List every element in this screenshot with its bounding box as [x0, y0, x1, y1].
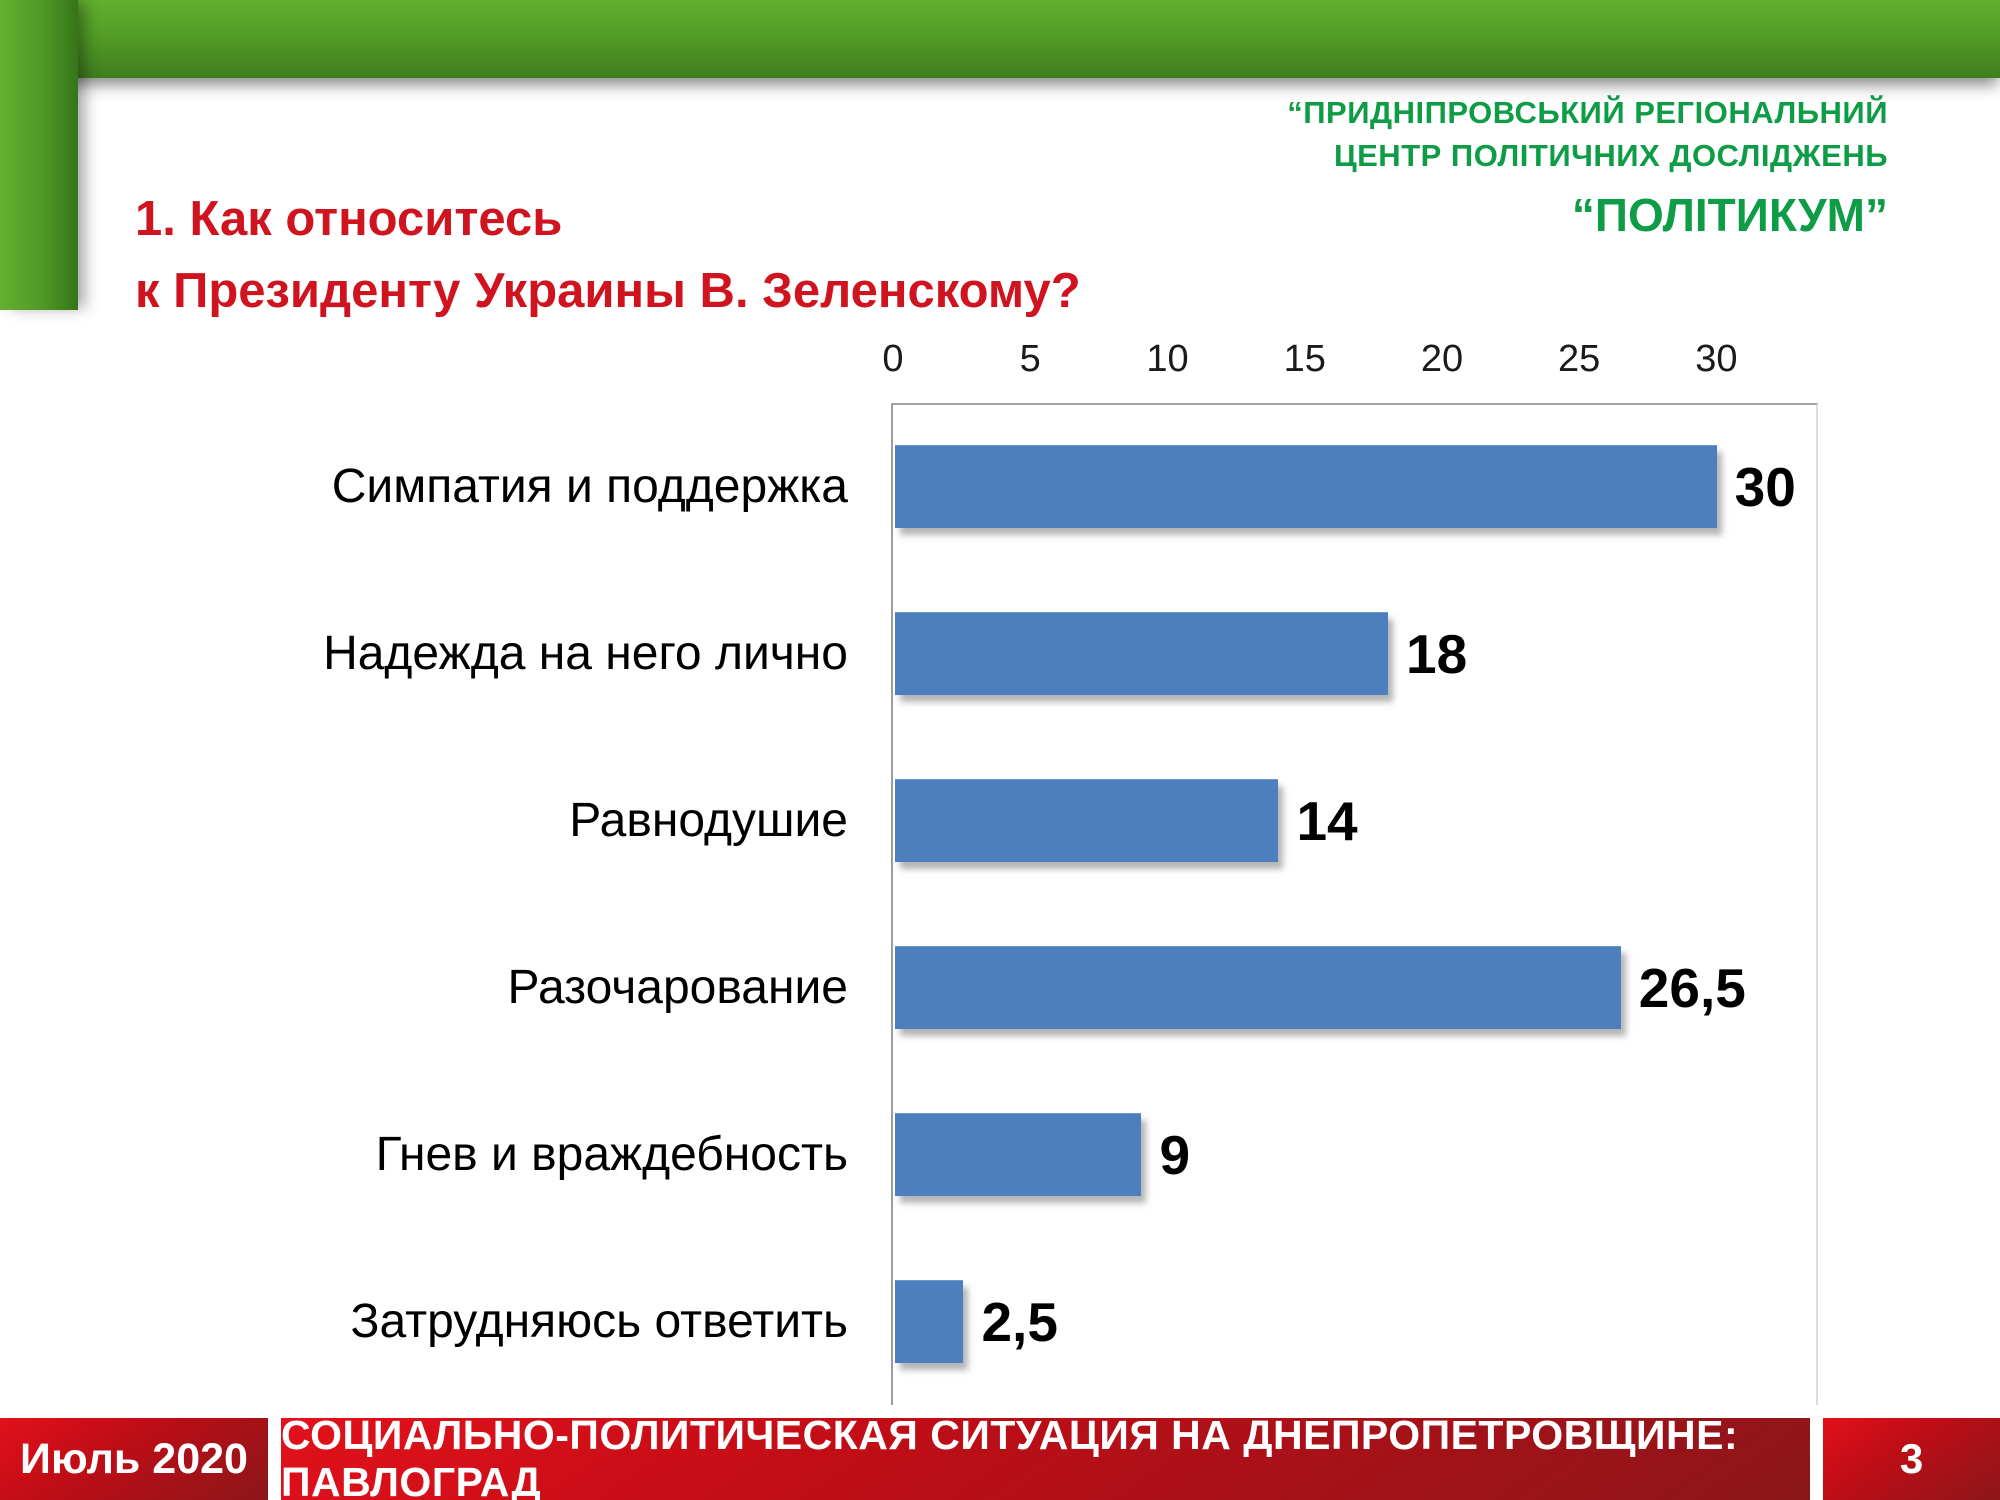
organization-line-2: ЦЕНТР ПОЛІТИЧНИХ ДОСЛІДЖЕНЬ	[1333, 137, 1888, 173]
footer-separator	[1810, 1418, 1823, 1500]
organization-header: “ПРИДНІПРОВСЬКИЙ РЕГІОНАЛЬНИЙ ЦЕНТР ПОЛІ…	[1287, 92, 1888, 247]
x-tick-label: 25	[1558, 338, 1601, 380]
bar-row: 26,5	[895, 904, 1818, 1071]
footer-date: Июль 2020	[0, 1418, 268, 1500]
organization-line-1: “ПРИДНІПРОВСЬКИЙ РЕГІОНАЛЬНИЙ	[1287, 95, 1888, 130]
bar-row: 14	[895, 737, 1818, 904]
plot-area	[893, 403, 1818, 1405]
footer-title: СОЦИАЛЬНО-ПОЛИТИЧЕСКАЯ СИТУАЦИЯ НА ДНЕПР…	[281, 1412, 1810, 1500]
bar	[895, 612, 1388, 695]
slide-title-line-1: 1. Как относитесь	[135, 192, 563, 246]
bar	[895, 946, 1621, 1029]
bar-row: 30	[895, 403, 1818, 570]
category-label: Равнодушие	[569, 794, 848, 847]
x-tick-label: 10	[1146, 338, 1189, 380]
x-axis-tick-labels: 0 5 10 15 20 25 30	[882, 338, 1818, 394]
x-tick-label: 30	[1695, 338, 1738, 380]
slide-title: 1. Как относитесь к Президенту Украины В…	[135, 183, 1081, 327]
page-number: 3	[1823, 1418, 2000, 1500]
bar-row: 2,5	[895, 1238, 1818, 1405]
bar-series: 30 18 14 26,5 9 2,5	[895, 403, 1818, 1405]
footer-bar: Июль 2020 СОЦИАЛЬНО-ПОЛИТИЧЕСКАЯ СИТУАЦИ…	[0, 1412, 2000, 1500]
bar-value-label: 2,5	[981, 1290, 1058, 1353]
bar	[895, 1113, 1142, 1196]
bar	[895, 779, 1279, 862]
x-tick-label: 15	[1283, 338, 1326, 380]
green-top-band	[0, 0, 2000, 78]
category-labels: Симпатия и поддержка Надежда на него личн…	[90, 403, 848, 1405]
green-left-band	[0, 0, 78, 310]
bar-row: 9	[895, 1071, 1818, 1238]
category-label: Затрудняюсь ответить	[350, 1295, 848, 1348]
footer-separator	[268, 1418, 281, 1500]
bar	[895, 445, 1717, 528]
category-label: Гнев и враждебность	[375, 1128, 848, 1181]
y-axis-line	[891, 403, 893, 1405]
bar-value-label: 9	[1159, 1123, 1191, 1186]
bar-row: 18	[895, 570, 1818, 737]
x-tick-label: 5	[1019, 338, 1041, 380]
bar-value-label: 26,5	[1638, 956, 1746, 1019]
bar	[895, 1280, 964, 1363]
category-label: Разочарование	[507, 961, 848, 1014]
x-tick-label: 20	[1420, 338, 1464, 380]
category-label: Симпатия и поддержка	[331, 460, 848, 513]
bar-value-label: 30	[1734, 455, 1796, 518]
organization-name: “ПОЛІТИКУМ”	[1571, 188, 1888, 241]
bar-value-label: 14	[1296, 789, 1358, 852]
bar-value-label: 18	[1405, 622, 1468, 685]
category-label: Надежда на него лично	[323, 627, 848, 680]
x-tick-label: 0	[882, 338, 904, 380]
slide-title-line-2: к Президенту Украины В. Зеленскому?	[135, 264, 1081, 319]
